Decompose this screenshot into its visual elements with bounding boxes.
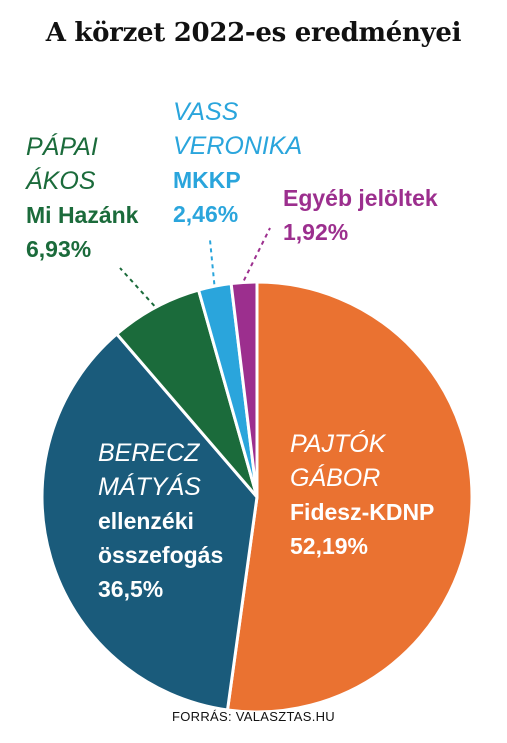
label-fidesz: PAJTÓK GÁBOR Fidesz-KDNP 52,19% [290, 427, 434, 563]
source-note: FORRÁS: VALASZTAS.HU [172, 709, 335, 724]
party-name: MKKP [173, 167, 241, 193]
label-mi-hazank: PÁPAI ÁKOS Mi Hazánk 6,93% [26, 130, 138, 266]
slice-ellenzeki [40, 332, 259, 712]
candidate-line-2: MÁTYÁS [98, 473, 201, 501]
leader-line-mkkp [209, 239, 216, 285]
label-egyeb: Egyéb jelöltek 1,92% [283, 181, 438, 249]
candidate-line-1: BERECZ [98, 439, 200, 467]
candidate-line-2: VERONIKA [173, 132, 303, 160]
party-name: Egyéb jelöltek [283, 185, 438, 211]
percent-value: 36,5% [98, 576, 164, 602]
percent-value: 2,46% [173, 201, 239, 227]
party-name: Fidesz-KDNP [290, 499, 435, 525]
percent-value: 1,92% [283, 219, 349, 245]
label-ellenzeki: BERECZ MÁTYÁS ellenzéki összefogás 36,5% [98, 436, 223, 606]
candidate-line-1: PÁPAI [26, 133, 98, 161]
chart-title: A körzet 2022-es eredményei [45, 18, 462, 48]
party-name-line-1: ellenzéki [98, 508, 194, 534]
slice-fidesz [226, 280, 474, 714]
leader-line-mi-hazank [119, 267, 156, 307]
percent-value: 52,19% [290, 533, 369, 559]
percent-value: 6,93% [26, 236, 92, 262]
candidate-line-2: ÁKOS [26, 167, 96, 195]
party-name: Mi Hazánk [26, 202, 139, 228]
label-mkkp: VASS VERONIKA MKKP 2,46% [173, 95, 302, 231]
candidate-line-1: PAJTÓK [290, 430, 386, 458]
candidate-line-2: GÁBOR [290, 464, 381, 492]
candidate-line-1: VASS [173, 98, 239, 126]
party-name-line-2: összefogás [98, 542, 224, 568]
slice-egyeb [229, 280, 259, 499]
leader-line-egyeb [243, 227, 271, 281]
